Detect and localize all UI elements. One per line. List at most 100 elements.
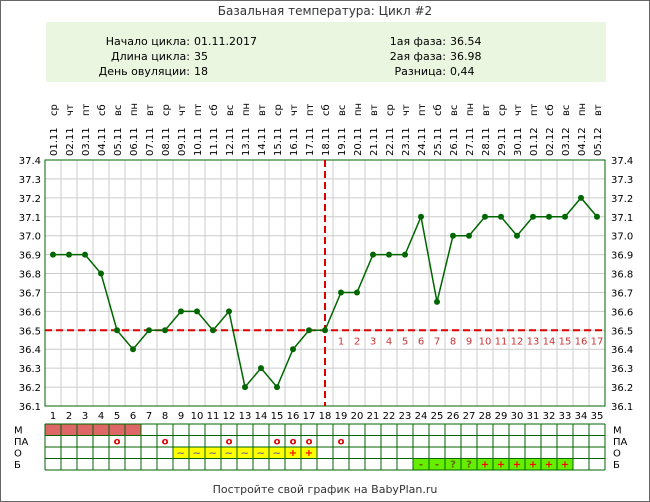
- mucus-symbol: ~: [177, 448, 185, 459]
- date-label: 21.11: [369, 127, 380, 156]
- y-tick-left: 36.7: [19, 288, 41, 299]
- temperature-point: [290, 346, 296, 353]
- y-tick-left: 36.8: [19, 270, 41, 281]
- x-tick: 10: [191, 411, 204, 422]
- date-label: 20.11: [353, 127, 364, 156]
- y-tick-left: 36.5: [19, 326, 41, 337]
- phase2-day-number: 4: [386, 336, 392, 347]
- pa-symbol: о: [274, 437, 281, 448]
- menses-cell: [93, 424, 109, 436]
- x-tick: 19: [335, 411, 348, 422]
- weekday-label: вт: [481, 104, 492, 116]
- weekday-label: вт: [145, 104, 156, 116]
- weekday-label: ср: [385, 104, 396, 116]
- info-panel: [46, 22, 606, 82]
- mucus-cell: [237, 447, 253, 459]
- test-cell: [413, 458, 429, 470]
- temperature-point: [258, 365, 264, 372]
- temperature-point: [66, 251, 72, 258]
- phase2-day-number: 8: [450, 336, 456, 347]
- x-tick: 22: [383, 411, 396, 422]
- phase2-day-number: 17: [591, 336, 604, 347]
- x-tick: 11: [207, 411, 220, 422]
- weekday-label: вс: [225, 105, 236, 116]
- test-cell: [509, 458, 525, 470]
- weekday-label: ср: [161, 104, 172, 116]
- x-tick: 15: [271, 411, 284, 422]
- x-tick: 16: [287, 411, 300, 422]
- date-label: 02.11: [65, 127, 76, 156]
- date-label: 06.11: [129, 127, 140, 156]
- y-tick-right: 36.9: [611, 251, 633, 262]
- test-cell: [461, 458, 477, 470]
- date-label: 26.11: [449, 127, 460, 156]
- weekday-label: вт: [369, 104, 380, 116]
- info-start-value: 01.11.2017: [194, 35, 257, 48]
- weekday-label: сб: [433, 104, 444, 116]
- x-tick: 32: [543, 411, 556, 422]
- y-tick-left: 37.1: [19, 213, 41, 224]
- temperature-point: [162, 327, 168, 334]
- info-diff-label: Разница:: [395, 65, 447, 78]
- test-symbol: -: [435, 460, 439, 471]
- temperature-point: [210, 327, 216, 334]
- weekday-label: пт: [529, 103, 540, 116]
- x-axis-day-numbers: 1 2 3 4 5 6 7 8 9 10 11 12 13 14 15 16 17 18 19 20 21 22 23 24 2…: [50, 411, 604, 422]
- phase2-day-number: 16: [575, 336, 588, 347]
- temperature-point: [226, 308, 232, 315]
- pa-symbol: о: [290, 437, 297, 448]
- temperature-point: [50, 251, 56, 258]
- mucus-cell: [301, 447, 317, 459]
- row-label-right: Б: [613, 460, 620, 471]
- temperature-point: [562, 213, 568, 220]
- y-tick-right: 37.2: [611, 194, 633, 205]
- y-tick-right: 36.2: [611, 383, 633, 394]
- y-tick-right: 36.1: [611, 402, 633, 413]
- phase2-day-number: 2: [354, 336, 360, 347]
- row-label-left: М: [14, 426, 23, 437]
- temperature-point: [370, 251, 376, 258]
- x-tick: 31: [527, 411, 540, 422]
- temperature-point: [578, 194, 584, 201]
- info-length-label: Длина цикла:: [111, 50, 190, 63]
- x-tick: 3: [82, 411, 88, 422]
- x-tick: 8: [162, 411, 168, 422]
- x-tick: 29: [495, 411, 508, 422]
- y-tick-right: 36.4: [611, 345, 633, 356]
- phase2-day-number: 10: [479, 336, 492, 347]
- info-length-value: 35: [194, 50, 208, 63]
- test-symbol: +: [561, 460, 569, 471]
- test-symbol: +: [481, 460, 489, 471]
- weekday-label: пт: [193, 103, 204, 116]
- x-tick: 6: [130, 411, 136, 422]
- y-tick-left: 36.1: [19, 402, 41, 413]
- y-tick-left: 36.4: [19, 345, 41, 356]
- x-tick: 26: [447, 411, 460, 422]
- test-cell: [445, 458, 461, 470]
- temperature-point: [354, 289, 360, 296]
- y-tick-left: 36.3: [19, 364, 41, 375]
- x-tick: 12: [223, 411, 236, 422]
- date-label: 08.11: [161, 127, 172, 156]
- pa-symbol: о: [338, 437, 345, 448]
- temperature-point: [498, 213, 504, 220]
- temperature-point: [450, 232, 456, 239]
- footer-text[interactable]: Постройте свой график на BabyPlan.ru: [213, 483, 438, 496]
- weekday-label: чт: [513, 104, 524, 116]
- date-label: 11.11: [209, 127, 220, 156]
- temperature-point: [114, 327, 120, 334]
- x-tick: 27: [463, 411, 476, 422]
- mucus-symbol: ~: [209, 448, 217, 459]
- x-tick: 34: [575, 411, 588, 422]
- row-label-right: О: [613, 449, 621, 460]
- x-tick: 18: [319, 411, 332, 422]
- temperature-point: [338, 289, 344, 296]
- temperature-point: [130, 346, 136, 353]
- test-symbol: +: [513, 460, 521, 471]
- date-label: 01.12: [529, 127, 540, 156]
- x-tick: 1: [50, 411, 56, 422]
- y-tick-left: 36.2: [19, 383, 41, 394]
- weekday-label: пт: [81, 103, 92, 116]
- pa-symbol: о: [114, 437, 121, 448]
